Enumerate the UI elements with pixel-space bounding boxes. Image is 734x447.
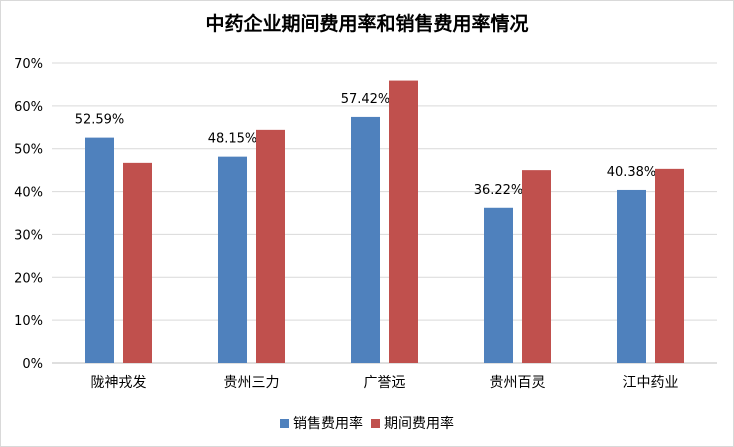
bar <box>218 156 247 363</box>
data-label: 48.15% <box>208 132 258 147</box>
x-category-label: 贵州三力 <box>224 375 280 391</box>
bar <box>655 168 684 363</box>
y-tick-label: 30% <box>14 228 43 243</box>
bar <box>351 116 380 364</box>
legend-label-sales: 销售费用率 <box>293 416 363 432</box>
data-label: 57.42% <box>341 92 391 107</box>
bar <box>522 170 551 363</box>
y-tick-label: 10% <box>14 314 43 329</box>
data-label: 36.22% <box>474 183 524 198</box>
x-category-label: 陇神戎发 <box>91 375 147 391</box>
x-category-label: 广誉远 <box>364 375 406 391</box>
y-tick-label: 40% <box>14 186 43 201</box>
x-category-label: 贵州百灵 <box>490 375 546 391</box>
bar <box>256 129 285 363</box>
legend-item-period: 期间费用率 <box>371 413 454 433</box>
chart-title: 中药企业期间费用率和销售费用率情况 <box>205 13 529 35</box>
bar <box>484 207 513 363</box>
legend-swatch-period <box>371 418 380 428</box>
y-tick-label: 70% <box>14 57 43 72</box>
legend-item-sales: 销售费用率 <box>280 413 363 433</box>
data-label: 40.38% <box>607 165 657 180</box>
legend-swatch-sales <box>280 418 289 428</box>
y-tick-label: 20% <box>14 271 43 286</box>
y-tick-label: 60% <box>14 100 43 115</box>
bar <box>389 80 418 364</box>
bar <box>85 137 114 363</box>
y-tick-label: 0% <box>22 357 43 372</box>
legend: 销售费用率 期间费用率 <box>1 413 733 433</box>
bar <box>617 189 646 363</box>
y-tick-label: 50% <box>14 143 43 158</box>
data-label: 52.59% <box>75 113 125 128</box>
legend-label-period: 期间费用率 <box>384 416 454 432</box>
bar <box>123 162 152 363</box>
x-category-label: 江中药业 <box>623 375 679 391</box>
